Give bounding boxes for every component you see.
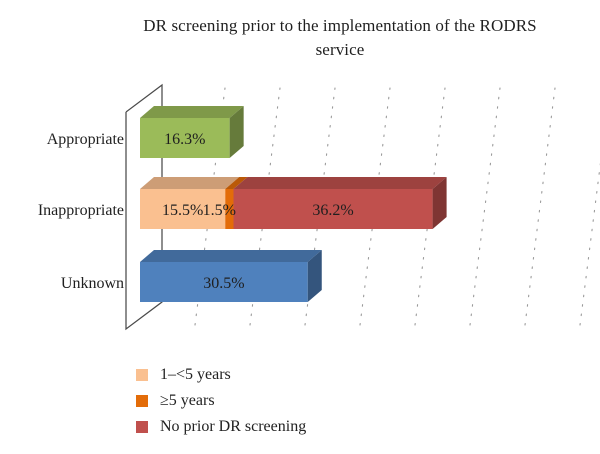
bar-inappropriate-2-top [233, 177, 447, 189]
legend-swatch-1-5-years [136, 369, 148, 381]
bar-unknown-0-front [140, 262, 308, 302]
gridline [414, 87, 446, 326]
legend-item-1-5-years: 1–<5 years [136, 362, 396, 388]
bar-inappropriate-0-front [140, 189, 226, 229]
chart-title-line-2: service [315, 40, 365, 59]
chart-title: DR screening prior to the implementation… [126, 14, 554, 62]
bar-unknown-0-side [307, 250, 322, 302]
category-label-2: Unknown [61, 275, 124, 292]
label-layer: 16.3% Appropriate 15.5% 1.5% 36.2% Inappropri… [38, 131, 354, 292]
gridline [579, 162, 600, 326]
bar-appropriate-0-side [229, 106, 244, 158]
bar-inappropriate-2-side [432, 177, 447, 229]
data-label-appropriate-0: 16.3% [164, 131, 205, 148]
bar-inappropriate-0-top [140, 177, 240, 189]
data-label-inappropriate-1: 1.5% [203, 202, 236, 219]
legend-item-5-plus-years: ≥5 years [136, 388, 396, 414]
legend-label-no-prior-screening: No prior DR screening [160, 418, 307, 435]
bar-inappropriate-1-front [225, 189, 234, 229]
legend-swatch-no-prior-screening [136, 421, 148, 433]
legend-label-1-5-years: 1–<5 years [160, 366, 231, 383]
bar-inappropriate-2-front [233, 189, 433, 229]
bar-inappropriate-1-top [225, 177, 248, 189]
gridline [524, 87, 556, 326]
gridline [359, 87, 391, 326]
data-label-inappropriate-0: 15.5% [162, 202, 203, 219]
legend-item-no-prior-screening: No prior DR screening [136, 414, 396, 440]
gridline [469, 87, 501, 326]
bar-appropriate-0-front [140, 118, 230, 158]
category-label-1: Inappropriate [38, 202, 124, 219]
bar-appropriate-0-top [140, 106, 244, 118]
bar-unknown-0-top [140, 250, 322, 262]
legend-swatch-5-plus-years [136, 395, 148, 407]
legend-label-5-plus-years: ≥5 years [160, 392, 215, 409]
bar-layer [140, 106, 447, 302]
category-label-0: Appropriate [47, 131, 124, 148]
chart-title-line-1: DR screening prior to the implementation… [143, 16, 537, 35]
legend: 1–<5 years ≥5 years No prior DR screenin… [136, 362, 396, 440]
data-label-unknown-0: 30.5% [203, 275, 244, 292]
data-label-inappropriate-2: 36.2% [312, 202, 353, 219]
